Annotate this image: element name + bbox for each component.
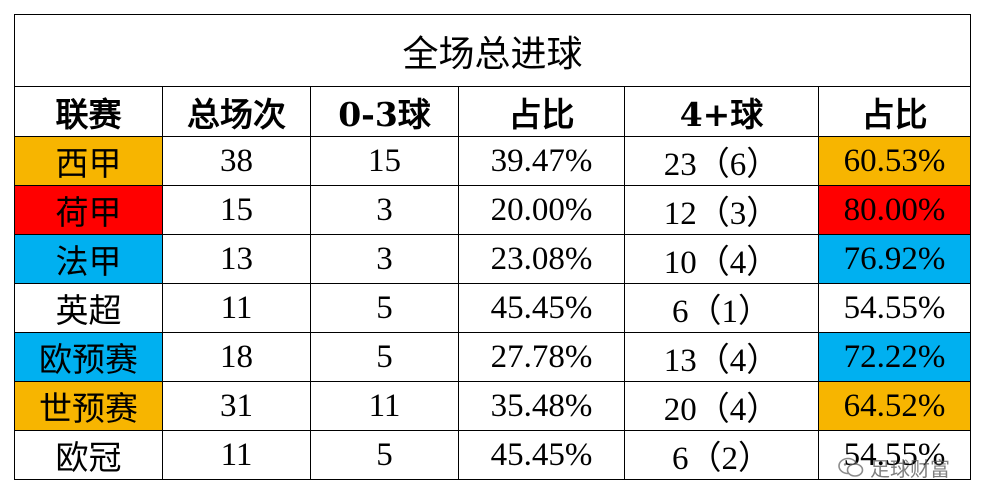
header-4plus-ratio: 占比 — [817, 86, 972, 137]
high-goals-cell: 13（4） — [624, 332, 819, 382]
total-cell: 13 — [162, 234, 311, 284]
header-league: 联赛 — [14, 86, 163, 137]
low-ratio-cell: 23.08% — [458, 234, 625, 284]
table-row: 法甲 13 3 23.08% 10（4） 76.92% — [14, 234, 972, 284]
table-row: 英超 11 5 45.45% 6（1） 54.55% — [14, 283, 972, 333]
high-ratio-cell: 72.22% — [817, 332, 972, 382]
watermark: 足球财富 — [838, 453, 950, 482]
low-goals-cell: 5 — [310, 430, 459, 480]
low-ratio-cell: 45.45% — [458, 430, 625, 480]
low-ratio-cell: 45.45% — [458, 283, 625, 333]
low-goals-cell: 3 — [310, 234, 459, 284]
low-goals-cell: 3 — [310, 185, 459, 235]
low-ratio-cell: 27.78% — [458, 332, 625, 382]
total-cell: 11 — [162, 430, 311, 480]
header-0-3-ratio: 占比 — [458, 86, 625, 137]
low-ratio-cell: 20.00% — [458, 185, 625, 235]
league-cell: 英超 — [14, 283, 163, 333]
high-goals-cell: 6（1） — [624, 283, 819, 333]
low-goals-cell: 15 — [310, 136, 459, 186]
total-cell: 11 — [162, 283, 311, 333]
high-goals-cell: 6（2） — [624, 430, 819, 480]
low-goals-cell: 5 — [310, 283, 459, 333]
total-cell: 38 — [162, 136, 311, 186]
total-cell: 15 — [162, 185, 311, 235]
table-title: 全场总进球 — [13, 14, 972, 87]
high-goals-cell: 10（4） — [624, 234, 819, 284]
total-cell: 31 — [162, 381, 311, 431]
league-cell: 荷甲 — [14, 185, 163, 235]
league-cell: 欧冠 — [14, 430, 163, 480]
low-ratio-cell: 35.48% — [458, 381, 625, 431]
table-row: 欧冠 11 5 45.45% 6（2） 54.55% — [14, 430, 972, 480]
high-ratio-cell: 64.52% — [817, 381, 972, 431]
high-ratio-cell: 60.53% — [817, 136, 972, 186]
high-ratio-cell: 80.00% — [817, 185, 972, 235]
high-ratio-cell: 54.55% — [817, 283, 972, 333]
high-ratio-cell: 76.92% — [817, 234, 972, 284]
header-0-3-goals: 0-3球 — [310, 86, 459, 137]
header-4plus-goals: 4+球 — [624, 86, 819, 137]
low-ratio-cell: 39.47% — [458, 136, 625, 186]
high-goals-cell: 12（3） — [624, 185, 819, 235]
league-cell: 法甲 — [14, 234, 163, 284]
goals-stats-table: 全场总进球 联赛 总场次 0-3球 占比 4+球 占比 西甲 38 15 39.… — [13, 14, 972, 480]
high-goals-cell: 20（4） — [624, 381, 819, 431]
table-row: 欧预赛 18 5 27.78% 13（4） 72.22% — [14, 332, 972, 382]
watermark-text: 足球财富 — [870, 457, 950, 481]
header-row: 联赛 总场次 0-3球 占比 4+球 占比 — [14, 86, 972, 137]
wechat-icon — [838, 457, 864, 477]
stats-table-container: 全场总进球 联赛 总场次 0-3球 占比 4+球 占比 西甲 38 15 39.… — [13, 14, 972, 488]
league-cell: 世预赛 — [14, 381, 163, 431]
table-row: 荷甲 15 3 20.00% 12（3） 80.00% — [14, 185, 972, 235]
total-cell: 18 — [162, 332, 311, 382]
table-row: 西甲 38 15 39.47% 23（6） 60.53% — [14, 136, 972, 186]
low-goals-cell: 11 — [310, 381, 459, 431]
header-total-matches: 总场次 — [162, 86, 311, 137]
table-row: 世预赛 31 11 35.48% 20（4） 64.52% — [14, 381, 972, 431]
league-cell: 欧预赛 — [14, 332, 163, 382]
low-goals-cell: 5 — [310, 332, 459, 382]
high-goals-cell: 23（6） — [624, 136, 819, 186]
league-cell: 西甲 — [14, 136, 163, 186]
